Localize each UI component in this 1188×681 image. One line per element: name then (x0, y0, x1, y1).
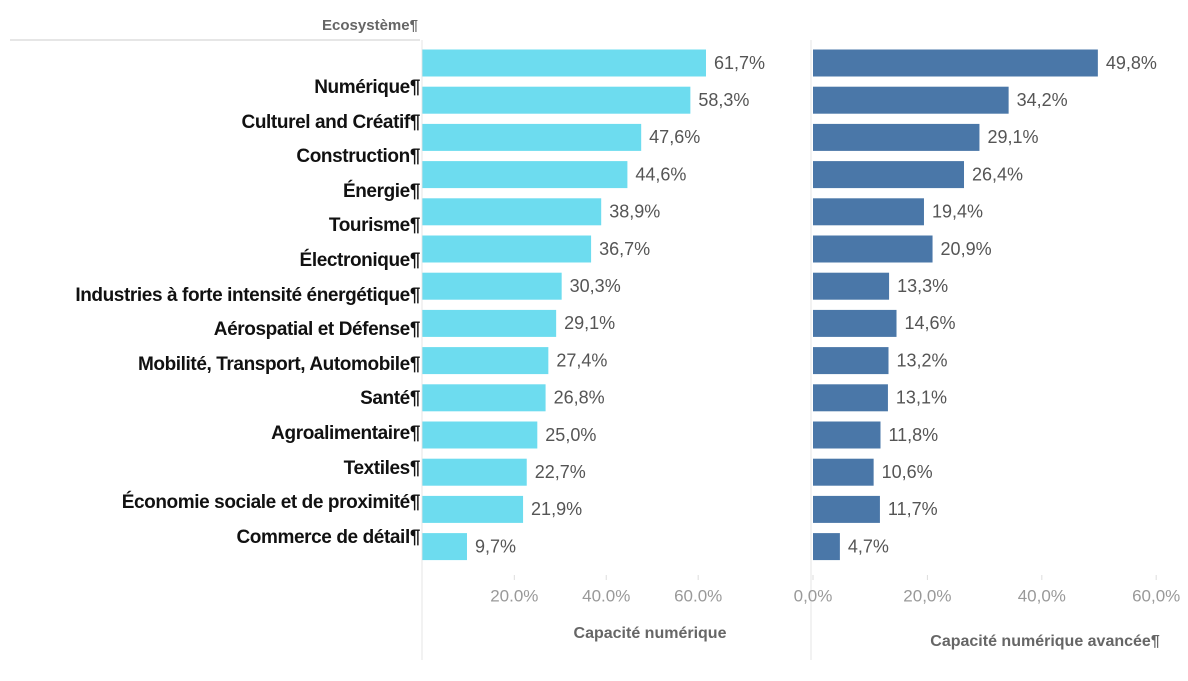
bar (813, 49, 1098, 77)
data-label: 27,4% (556, 350, 607, 370)
category-label: Textiles¶ (343, 457, 421, 479)
bar (813, 384, 888, 412)
bar (422, 123, 642, 151)
category-label: Économie sociale et de proximité¶ (121, 492, 421, 514)
bar (813, 235, 933, 263)
category-label: Énergie¶ (342, 180, 420, 202)
data-label: 47,6% (649, 127, 700, 147)
x-tick-label: 60.0% (674, 586, 722, 605)
bar (813, 272, 890, 300)
data-label: 13,1% (896, 388, 947, 408)
data-label: 4,7% (848, 536, 889, 556)
bar (422, 347, 549, 375)
data-label: 13,2% (897, 350, 948, 370)
bar (813, 533, 840, 561)
x-axis-title: Capacité numérique avancée¶ (930, 633, 1160, 650)
data-label: 10,6% (882, 462, 933, 482)
data-label: 34,2% (1017, 90, 1068, 110)
bar (813, 495, 880, 523)
data-label: 21,9% (531, 499, 582, 519)
bar (813, 198, 924, 226)
data-label: 38,9% (609, 202, 660, 222)
data-label: 22,7% (535, 462, 586, 482)
bar (422, 235, 592, 263)
data-label: 44,6% (635, 164, 686, 184)
category-labels: Numérique¶ Culturel and Créatif¶ Construct… (0, 71, 420, 555)
x-tick-label: 20,0% (903, 586, 951, 605)
bar (813, 86, 1009, 114)
data-label: 61,7% (714, 53, 765, 73)
data-label: 25,0% (545, 425, 596, 445)
data-label: 29,1% (564, 313, 615, 333)
category-label: Santé¶ (360, 388, 420, 410)
bar (422, 384, 546, 412)
data-label: 11,8% (888, 425, 938, 445)
data-label: 11,7% (888, 499, 938, 519)
bar (422, 198, 602, 226)
y-axis-title: Ecosystème¶ (322, 17, 418, 34)
x-tick-label: 40.0% (582, 586, 630, 605)
bar (813, 421, 881, 449)
data-label: 49,8% (1106, 53, 1157, 73)
bar (813, 309, 897, 337)
data-label: 20,9% (941, 239, 992, 259)
category-label: Aérospatial et Défense¶ (213, 319, 421, 341)
data-label: 19,4% (932, 202, 983, 222)
bar (813, 347, 889, 375)
category-label: Commerce de détail¶ (236, 526, 420, 548)
data-label: 30,3% (570, 276, 621, 296)
bar (422, 458, 527, 486)
bar (422, 272, 562, 300)
category-label: Mobilité, Transport, Automobile¶ (137, 353, 420, 375)
data-label: 14,6% (905, 313, 956, 333)
bar (422, 421, 538, 449)
data-label: 13,3% (897, 276, 948, 296)
data-label: 26,4% (972, 164, 1023, 184)
x-tick-label: 20.0% (490, 586, 538, 605)
category-label: Culturel and Créatif¶ (241, 111, 421, 133)
category-label: Tourisme¶ (328, 215, 420, 237)
bar (422, 161, 628, 189)
category-label: Électronique¶ (299, 249, 421, 271)
data-label: 58,3% (698, 90, 749, 110)
category-label: Agroalimentaire¶ (271, 422, 420, 444)
data-label: 26,8% (554, 388, 605, 408)
bar (422, 495, 524, 523)
x-tick-label: 0,0% (794, 586, 833, 605)
category-label: Industries à forte intensité énergétique… (75, 284, 420, 306)
data-label: 29,1% (987, 127, 1038, 147)
bar (422, 49, 706, 77)
bar (422, 309, 557, 337)
x-axis-title: Capacité numérique (573, 625, 727, 642)
bar (813, 123, 980, 151)
bar (422, 533, 467, 561)
bar (813, 161, 965, 189)
category-label: Numérique¶ (314, 77, 420, 98)
bar (813, 458, 874, 486)
category-label: Construction¶ (296, 146, 420, 168)
data-label: 9,7% (475, 536, 516, 556)
x-tick-label: 60,0% (1132, 586, 1180, 605)
bar (422, 86, 691, 114)
x-tick-label: 40,0% (1018, 586, 1066, 605)
data-label: 36,7% (599, 239, 650, 259)
